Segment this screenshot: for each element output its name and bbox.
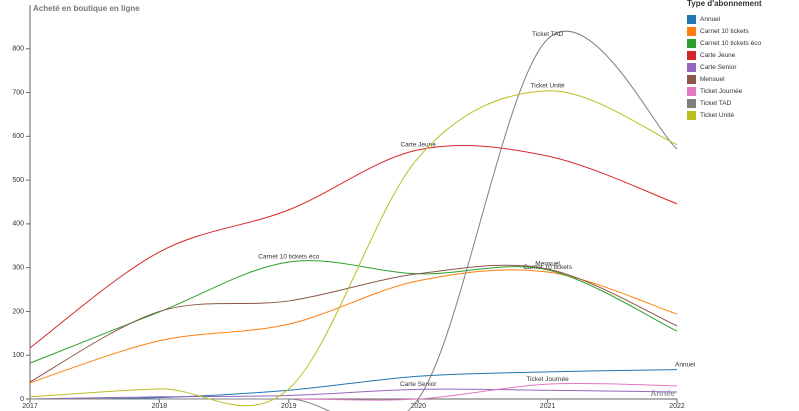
legend-label: Carte Jeune xyxy=(700,52,736,59)
legend-label: Annuel xyxy=(700,16,721,23)
line-label: Ticket Journée xyxy=(526,376,569,383)
x-axis-label: Année xyxy=(651,389,676,398)
legend-swatch xyxy=(687,75,696,84)
line xyxy=(29,264,678,383)
legend-title: Type d'abonnement xyxy=(687,0,762,8)
y-tick-label: 700 xyxy=(12,89,24,96)
line xyxy=(29,269,678,384)
y-tick-label: 300 xyxy=(12,265,24,272)
legend-label: Ticket TAD xyxy=(700,100,732,107)
legend-label: Carte Senior xyxy=(700,64,737,71)
line xyxy=(29,30,678,411)
x-tick-label: 2021 xyxy=(540,403,556,410)
line xyxy=(29,145,678,349)
y-tick-label: 800 xyxy=(12,46,24,53)
line-label: Carnet 10 tickets xyxy=(523,264,573,271)
legend-swatch xyxy=(687,99,696,108)
y-axis-label: Acheté en boutique en ligne xyxy=(33,4,140,13)
legend-swatch xyxy=(687,15,696,24)
line-label: Annuel xyxy=(675,361,696,368)
line xyxy=(29,260,678,364)
y-tick-label: 100 xyxy=(12,352,24,359)
x-tick-label: 2020 xyxy=(410,403,426,410)
legend-swatch xyxy=(687,87,696,96)
x-tick-label: 2019 xyxy=(281,403,297,410)
legend-swatch xyxy=(687,63,696,72)
line-label: Carte Jeune xyxy=(400,142,436,149)
y-tick-label: 400 xyxy=(12,221,24,228)
legend-swatch xyxy=(687,39,696,48)
y-tick-label: 600 xyxy=(12,133,24,140)
line-label: Carnet 10 tickets éco xyxy=(258,254,319,261)
legend-label: Carnet 10 tickets xyxy=(700,28,750,35)
line xyxy=(29,369,678,400)
line xyxy=(29,388,678,400)
y-tick-label: 0 xyxy=(20,396,24,403)
y-tick-label: 500 xyxy=(12,177,24,184)
line-label: Ticket Unité xyxy=(531,83,565,90)
line-label: Mensuel xyxy=(535,261,560,268)
line-label: Ticket TAD xyxy=(532,31,564,38)
x-tick-label: 2022 xyxy=(669,403,685,410)
x-tick-label: 2017 xyxy=(22,403,38,410)
legend-swatch xyxy=(687,111,696,120)
legend-swatch xyxy=(687,51,696,60)
legend-label: Mensuel xyxy=(700,76,725,83)
legend-label: Carnet 10 tickets éco xyxy=(700,40,761,47)
line xyxy=(29,90,678,407)
y-tick-label: 200 xyxy=(12,308,24,315)
legend-label: Ticket Journée xyxy=(700,88,743,95)
legend-label: Ticket Unité xyxy=(700,112,734,119)
x-tick-label: 2018 xyxy=(152,403,168,410)
line-label: Carte Senior xyxy=(400,381,437,388)
legend-swatch xyxy=(687,27,696,36)
